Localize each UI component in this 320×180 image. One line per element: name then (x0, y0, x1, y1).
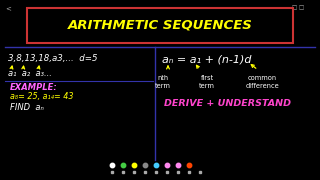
Text: EXAMPLE:: EXAMPLE: (10, 82, 58, 91)
Text: common
difference: common difference (245, 75, 279, 89)
Text: 3,8,13,18,a3,...  d=5: 3,8,13,18,a3,... d=5 (8, 55, 98, 64)
Text: a₈= 25, a₁₄= 43: a₈= 25, a₁₄= 43 (10, 93, 74, 102)
Text: first
term: first term (199, 75, 215, 89)
Text: <: < (5, 5, 11, 11)
Text: a₁  a₂  a₃...: a₁ a₂ a₃... (8, 69, 52, 78)
Text: nth
term: nth term (155, 75, 171, 89)
Text: aₙ = a₁ + (n-1)d: aₙ = a₁ + (n-1)d (162, 54, 252, 64)
Text: ARITHMETIC SEQUENCES: ARITHMETIC SEQUENCES (68, 19, 252, 32)
Text: DERIVE + UNDERSTAND: DERIVE + UNDERSTAND (164, 100, 292, 109)
Text: ... □ □: ... □ □ (285, 6, 305, 10)
Text: FIND  aₙ: FIND aₙ (10, 103, 44, 112)
